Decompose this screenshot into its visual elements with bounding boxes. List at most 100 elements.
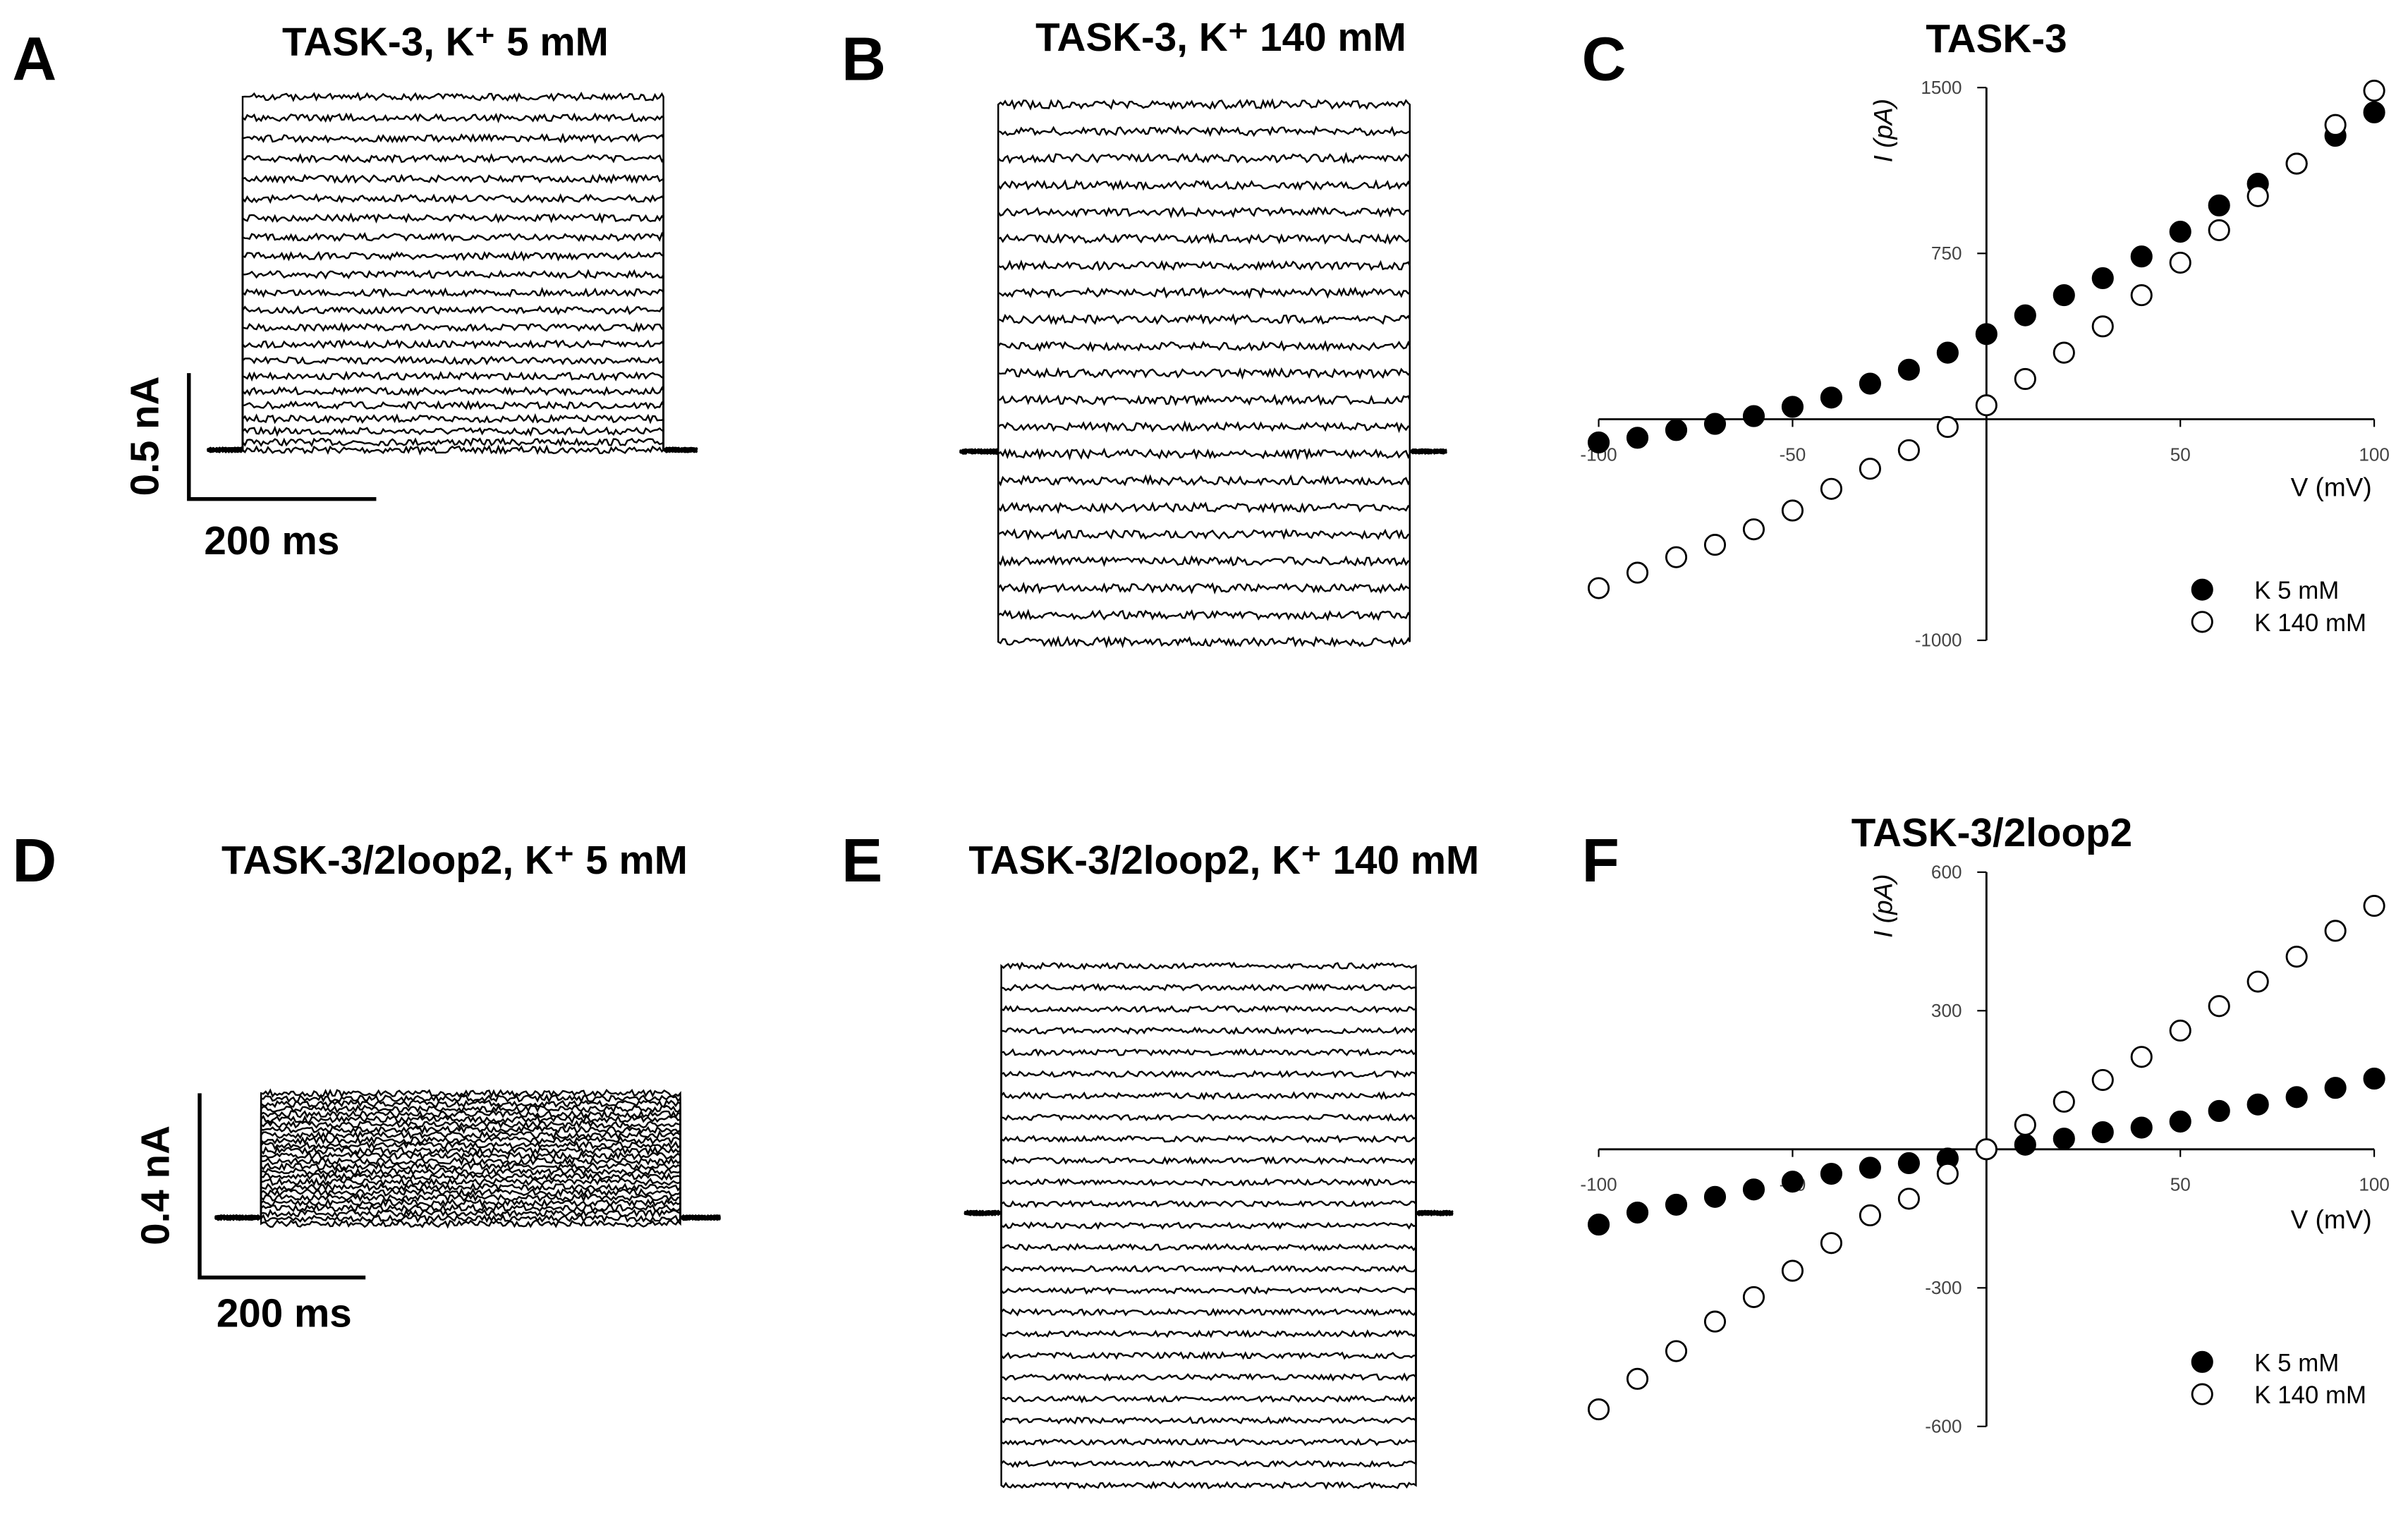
data-point	[1742, 518, 1765, 541]
current-trace	[214, 1192, 721, 1221]
legend-label: K 5 mM	[2254, 577, 2339, 604]
data-point	[2053, 1090, 2075, 1113]
current-trace	[963, 1091, 1454, 1216]
current-trace	[214, 1214, 721, 1223]
current-trace	[963, 1005, 1454, 1216]
data-point	[2363, 80, 2385, 102]
current-trace	[214, 1177, 721, 1221]
data-point	[1936, 1162, 1959, 1185]
traces	[214, 1088, 722, 1229]
current-trace	[207, 286, 698, 454]
scale-y-label: 0.5 nA	[122, 377, 166, 496]
legend-label: K 140 mM	[2254, 609, 2366, 637]
current-trace	[959, 420, 1447, 455]
panel-letter: A	[12, 25, 56, 93]
current-trace	[964, 1209, 1454, 1425]
data-point	[1897, 1188, 1920, 1210]
data-point	[1587, 1213, 1610, 1236]
data-point	[1897, 439, 1920, 461]
data-point	[2246, 970, 2269, 993]
data-point	[1703, 534, 1727, 556]
current-trace	[214, 1151, 721, 1221]
current-trace	[207, 173, 698, 453]
current-trace	[959, 232, 1447, 455]
data-point	[1626, 1367, 1649, 1390]
current-trace	[214, 1203, 721, 1221]
current-trace	[959, 179, 1447, 455]
current-trace	[963, 1113, 1454, 1216]
data-point	[1781, 1259, 1804, 1282]
data-point	[2130, 1116, 2153, 1139]
current-trace	[207, 91, 698, 453]
current-trace	[963, 1199, 1454, 1216]
current-trace	[207, 193, 698, 453]
data-point	[2130, 1046, 2153, 1068]
data-point	[1936, 415, 1959, 439]
current-trace	[207, 437, 698, 453]
y-axis-label: I (pA)	[1868, 874, 1897, 937]
data-point	[1587, 431, 1610, 453]
legend-label: K 5 mM	[2254, 1349, 2339, 1376]
data-point	[2363, 1068, 2385, 1090]
legend-marker	[2191, 578, 2213, 601]
data-point	[2014, 1133, 2036, 1156]
scale-x-label: 200 ms	[217, 1290, 352, 1335]
current-trace	[963, 1209, 1454, 1382]
data-point	[1781, 499, 1804, 522]
x-tick-label: 50	[2170, 1174, 2191, 1195]
data-point	[1859, 458, 1881, 480]
current-trace	[959, 447, 1447, 460]
current-trace	[214, 1088, 721, 1221]
data-point	[1781, 396, 1804, 418]
data-point	[2246, 185, 2269, 207]
current-trace	[963, 1209, 1453, 1295]
traces	[207, 91, 698, 456]
y-tick-label: -600	[1925, 1416, 1962, 1437]
data-point	[2208, 194, 2230, 216]
x-tick-label: -50	[1780, 444, 1806, 465]
current-trace	[207, 250, 698, 453]
data-point	[2208, 995, 2230, 1018]
data-point	[2246, 1093, 2269, 1116]
current-trace	[207, 338, 698, 453]
current-trace	[959, 98, 1447, 456]
data-point	[1897, 1152, 1920, 1175]
data-point	[2324, 920, 2347, 942]
current-trace	[963, 1178, 1454, 1216]
data-point	[2285, 1086, 2308, 1109]
data-point	[2130, 245, 2153, 268]
y-tick-label: 300	[1931, 1000, 1962, 1021]
current-trace	[959, 393, 1447, 455]
current-trace	[214, 1104, 721, 1221]
data-point	[2208, 219, 2230, 241]
data-point	[2324, 1077, 2347, 1099]
data-point	[1859, 372, 1881, 395]
data-point	[2091, 267, 2114, 290]
current-trace	[959, 448, 1447, 487]
current-trace	[959, 448, 1447, 649]
current-trace	[963, 1156, 1454, 1216]
current-trace	[959, 206, 1447, 455]
legend-marker	[2191, 611, 2213, 633]
traces	[959, 98, 1447, 649]
data-point	[1820, 1232, 1842, 1254]
scale-y-label: 0.4 nA	[133, 1125, 178, 1245]
data-point	[1820, 386, 1842, 409]
data-point	[2091, 315, 2114, 338]
data-point	[2130, 284, 2153, 307]
current-trace	[214, 1093, 721, 1221]
data-point	[2208, 1099, 2230, 1123]
current-trace	[214, 1172, 722, 1221]
current-trace	[214, 1135, 721, 1221]
current-trace	[214, 1209, 721, 1221]
x-axis-label: V (mV)	[2291, 472, 2372, 501]
current-trace	[959, 448, 1447, 621]
y-tick-label: 1500	[1921, 77, 1962, 98]
current-trace	[214, 1120, 721, 1221]
data-point	[1936, 341, 1959, 364]
data-point	[2053, 341, 2075, 364]
current-trace	[964, 1209, 1454, 1468]
y-tick-label: -300	[1925, 1277, 1962, 1298]
data-point	[2091, 1121, 2114, 1144]
